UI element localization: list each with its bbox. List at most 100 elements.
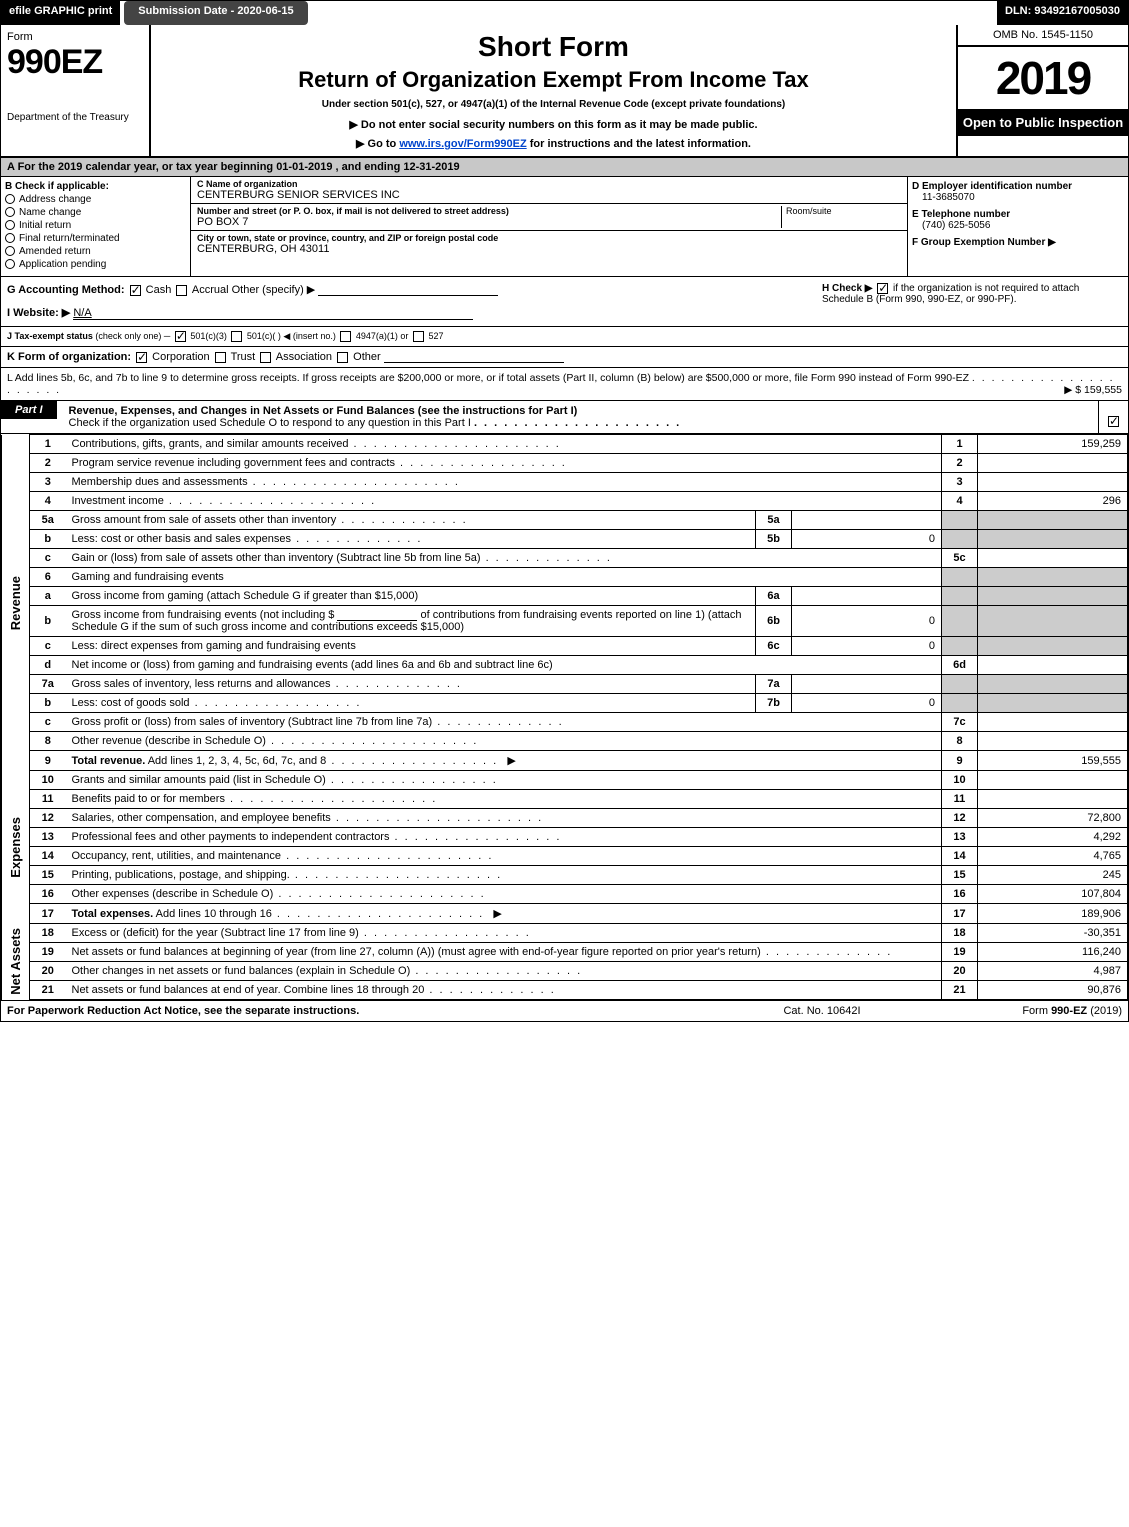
short-form-title: Short Form [157,31,950,63]
form-code: 990EZ [7,43,143,82]
header-center: Short Form Return of Organization Exempt… [151,25,958,156]
website-value: N/A [73,307,473,320]
line-9: 9 Total revenue. Add lines 1, 2, 3, 4, 5… [2,751,1128,771]
chk-cash[interactable] [130,285,141,296]
omb-number: OMB No. 1545-1150 [958,25,1128,47]
top-bar: efile GRAPHIC print Submission Date - 20… [1,1,1128,25]
chk-application-pending[interactable]: Application pending [5,259,186,270]
under-section-text: Under section 501(c), 527, or 4947(a)(1)… [157,99,950,110]
line-5c: c Gain or (loss) from sale of assets oth… [2,549,1128,568]
line-6: 6 Gaming and fundraising events [2,568,1128,587]
chk-accrual[interactable] [176,285,187,296]
amt-15: 245 [978,866,1128,885]
amt-9: 159,555 [978,751,1128,771]
city-value: CENTERBURG, OH 43011 [197,243,901,255]
form-ref: Form 990-EZ (2019) [922,1005,1122,1017]
line-18: Net Assets 18 Excess or (deficit) for th… [2,924,1128,943]
chk-527[interactable] [413,331,424,342]
chk-corporation[interactable] [136,352,147,363]
revenue-side-label: Revenue [8,576,23,630]
phone-value: (740) 625-5056 [922,220,1124,231]
amt-5c [978,549,1128,568]
line-1: Revenue 1 Contributions, gifts, grants, … [2,435,1128,454]
city-label: City or town, state or province, country… [197,233,901,243]
dots [474,417,681,429]
amt-13: 4,292 [978,828,1128,847]
h-label: H Check ▶ [822,283,872,294]
line-14: 14 Occupancy, rent, utilities, and maint… [2,847,1128,866]
website-label: I Website: ▶ [7,307,70,319]
chk-other-org[interactable] [337,352,348,363]
chk-association[interactable] [260,352,271,363]
catalog-number: Cat. No. 10642I [722,1005,922,1017]
line-15: 15 Printing, publications, postage, and … [2,866,1128,885]
chk-501c[interactable] [231,331,242,342]
group-exemption-label: F Group Exemption Number ▶ [912,237,1124,248]
other-org-blank [384,351,564,363]
line-4: 4 Investment income 4 296 [2,492,1128,511]
chk-501c3[interactable] [175,331,186,342]
amt-14: 4,765 [978,847,1128,866]
org-name-label: C Name of organization [197,179,901,189]
phone-label: E Telephone number [912,209,1124,220]
row-j: J Tax-exempt status (check only one) ─ 5… [1,327,1128,347]
amt-8 [978,732,1128,751]
line-7a: 7a Gross sales of inventory, less return… [2,675,1128,694]
section-d-e-f: D Employer identification number 11-3685… [908,177,1128,276]
chk-trust[interactable] [215,352,226,363]
amt-7c [978,713,1128,732]
chk-schedule-b-not-required[interactable] [877,283,888,294]
amt-11 [978,790,1128,809]
line-16: 16 Other expenses (describe in Schedule … [2,885,1128,904]
topbar-spacer [308,1,997,25]
period-row: A For the 2019 calendar year, or tax yea… [1,158,1128,177]
expenses-side-label: Expenses [8,817,23,878]
line-12: 12 Salaries, other compensation, and emp… [2,809,1128,828]
ein-value: 11-3685070 [922,192,1124,203]
netassets-side-label: Net Assets [8,928,23,995]
goto-line: ▶ Go to www.irs.gov/Form990EZ for instru… [157,137,950,150]
row-g-h: G Accounting Method: Cash Accrual Other … [1,277,1128,327]
amt-1: 159,259 [978,435,1128,454]
department-label: Department of the Treasury [7,112,143,123]
dln-label: DLN: 93492167005030 [997,1,1128,25]
part-1-label: Part I [1,401,57,419]
return-title: Return of Organization Exempt From Incom… [157,67,950,93]
efile-label: efile GRAPHIC print [1,1,120,25]
address-value: PO BOX 7 [197,216,781,228]
line-19: 19 Net assets or fund balances at beginn… [2,943,1128,962]
chk-name-change[interactable]: Name change [5,207,186,218]
chk-4947a1[interactable] [340,331,351,342]
chk-amended-return[interactable]: Amended return [5,246,186,257]
chk-initial-return[interactable]: Initial return [5,220,186,231]
line-5a: 5a Gross amount from sale of assets othe… [2,511,1128,530]
tax-exempt-label: J Tax-exempt status [7,331,93,341]
line-17: 17 Total expenses. Add lines 10 through … [2,904,1128,924]
line-8: 8 Other revenue (describe in Schedule O)… [2,732,1128,751]
other-method-blank [318,284,498,296]
chk-schedule-o-used[interactable] [1108,416,1119,427]
line-11: 11 Benefits paid to or for members 11 [2,790,1128,809]
part-1-subtitle: Check if the organization used Schedule … [69,417,471,429]
goto-pre: ▶ Go to [356,138,399,150]
header-left: Form 990EZ Department of the Treasury [1,25,151,156]
open-to-public: Open to Public Inspection [958,109,1128,136]
irs-link[interactable]: www.irs.gov/Form990EZ [399,138,526,150]
line-7c: c Gross profit or (loss) from sales of i… [2,713,1128,732]
amt-4: 296 [978,492,1128,511]
amt-19: 116,240 [978,943,1128,962]
line-l-text: L Add lines 5b, 6c, and 7b to line 9 to … [7,372,969,384]
submission-date-pill: Submission Date - 2020-06-15 [124,1,307,25]
section-c: C Name of organization CENTERBURG SENIOR… [191,177,908,276]
amt-17: 189,906 [978,904,1128,924]
chk-final-return[interactable]: Final return/terminated [5,233,186,244]
form-page: efile GRAPHIC print Submission Date - 20… [0,0,1129,1022]
section-b: B Check if applicable: Address change Na… [1,177,191,276]
amt-6d [978,656,1128,675]
line-3: 3 Membership dues and assessments 3 [2,473,1128,492]
ssn-warning: ▶ Do not enter social security numbers o… [157,118,950,131]
line-13: 13 Professional fees and other payments … [2,828,1128,847]
page-footer: For Paperwork Reduction Act Notice, see … [1,1000,1128,1021]
tax-year: 2019 [958,47,1128,109]
chk-address-change[interactable]: Address change [5,194,186,205]
